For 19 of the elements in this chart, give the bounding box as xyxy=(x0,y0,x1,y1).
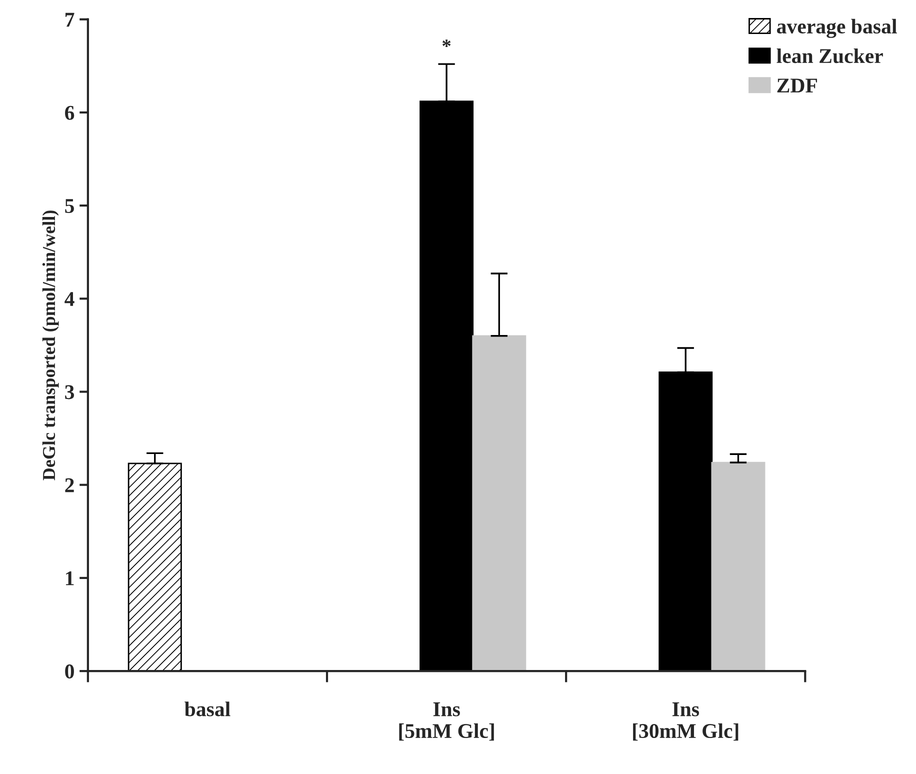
bar xyxy=(128,462,182,672)
x-tick-label: basal xyxy=(184,702,230,716)
y-tick-label: 0 xyxy=(65,664,74,678)
y-tick-label: 4 xyxy=(64,292,74,306)
legend-label: ZDF xyxy=(777,78,817,92)
x-tick-label: Ins [5mM Glc] xyxy=(399,702,494,741)
legend-label: lean Zucker xyxy=(776,48,883,64)
legend-label: average basal xyxy=(776,18,897,38)
y-tick-label: 3 xyxy=(65,385,74,400)
y-tick-label: 6 xyxy=(65,106,74,120)
y-axis-title: DeGlc transported (pmol/min/well) xyxy=(42,210,59,480)
y-tick-label: 1 xyxy=(66,571,74,586)
y-tick-label: 2 xyxy=(65,478,74,492)
bar xyxy=(711,462,766,672)
bar xyxy=(472,335,526,672)
annotation: * xyxy=(442,40,451,47)
y-tick-label: 5 xyxy=(65,199,74,213)
x-tick-label: Ins [30mM Glc] xyxy=(633,702,738,741)
y-tick-label: 7 xyxy=(66,12,74,27)
